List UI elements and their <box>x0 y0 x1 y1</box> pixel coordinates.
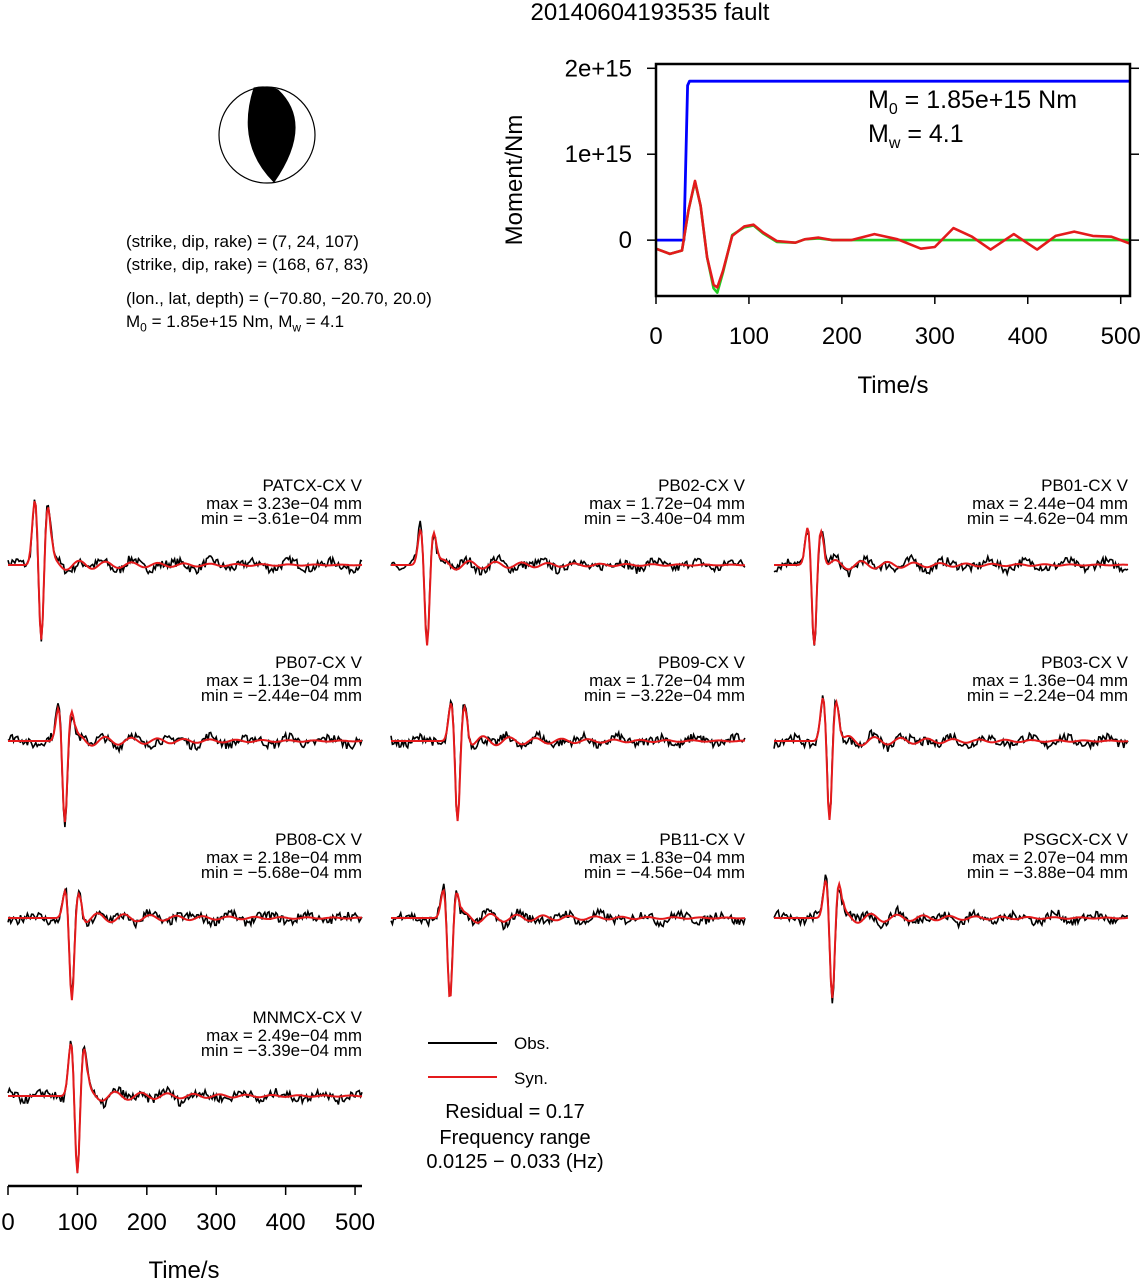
station-max: max = 1.13e−04 mm <box>206 671 362 690</box>
station-name: PB01-CX V <box>1041 476 1128 495</box>
moment-x-axis-label: Time/s <box>857 372 928 399</box>
beachball-icon <box>218 86 316 184</box>
station-max: max = 2.44e−04 mm <box>972 494 1128 513</box>
synthetic-trace <box>391 703 746 822</box>
moment-series-0 <box>656 79 1130 242</box>
station-min: min = −3.39e−04 mm <box>200 1041 362 1060</box>
page-title: 20140604193535 fault <box>530 0 770 26</box>
synthetic-trace <box>774 527 1129 646</box>
waveform-x-tick-label: 400 <box>266 1209 306 1236</box>
station-name: PB07-CX V <box>275 653 362 672</box>
station-min: min = −5.68e−04 mm <box>200 863 362 882</box>
synthetic-trace <box>8 1043 363 1173</box>
legend-syn-label: Syn. <box>514 1069 548 1088</box>
waveform-x-axis-label: Time/s <box>148 1257 219 1280</box>
station-min: min = −4.56e−04 mm <box>583 863 745 882</box>
station-min: min = −3.40e−04 mm <box>583 509 745 528</box>
station-name: PB08-CX V <box>275 830 362 849</box>
moment-x-tick-label: 200 <box>822 323 862 350</box>
moment-m0-annotation: M0 = 1.85e+15 Nm <box>868 86 1077 118</box>
station-min: min = −3.61e−04 mm <box>200 509 362 528</box>
station-min: min = −2.24e−04 mm <box>966 686 1128 705</box>
frequency-range-title: Frequency range <box>439 1127 591 1149</box>
legend-notes: Residual = 0.17 Frequency range 0.0125 −… <box>400 1100 630 1174</box>
waveform-x-tick-label: 500 <box>335 1209 375 1236</box>
station-min: min = −4.62e−04 mm <box>966 509 1128 528</box>
legend-obs-label: Obs. <box>514 1034 550 1053</box>
station-max: max = 1.72e−04 mm <box>589 494 745 513</box>
moment-x-tick-label: 300 <box>915 323 955 350</box>
moment-plot-frame <box>654 62 1132 298</box>
station-name: MNMCX-CX V <box>252 1008 362 1027</box>
moment-mw-annotation: Mw = 4.1 <box>868 120 964 152</box>
moment-x-tick-label: 500 <box>1101 323 1141 350</box>
waveform-x-tick-label: 300 <box>196 1209 236 1236</box>
observed-trace <box>390 698 746 820</box>
moment-x-tick-label: 100 <box>729 323 769 350</box>
station-name: PB11-CX V <box>659 830 745 849</box>
waveform-x-tick-label: 100 <box>57 1209 97 1236</box>
moment-chart: 0 100 200 300 400 500 0 1e+15 2e+15 Moment/Nm Ti… <box>501 55 1141 399</box>
station-max: max = 2.07e−04 mm <box>972 848 1128 867</box>
synthetic-trace <box>8 500 363 640</box>
station-name: PB03-CX V <box>1041 653 1128 672</box>
observed-trace <box>7 499 363 642</box>
station-max: max = 1.36e−04 mm <box>972 671 1128 690</box>
moment-magnitude-line: M0 = 1.85e+15 Nm, Mw = 4.1 <box>126 312 345 335</box>
station-max: max = 1.83e−04 mm <box>589 848 745 867</box>
synthetic-trace <box>391 529 745 646</box>
station-name: PB02-CX V <box>658 476 745 495</box>
moment-x-tick-label: 0 <box>649 323 662 350</box>
station-max: max = 3.23e−04 mm <box>206 494 362 513</box>
observed-trace <box>773 530 1129 646</box>
moment-y-tick-label: 1e+15 <box>565 141 632 168</box>
hypocenter-location: (lon., lat, depth) = (−70.80, −20.70, 20… <box>126 289 432 308</box>
moment-series-2 <box>655 179 1131 289</box>
moment-y-axis-label: Moment/Nm <box>501 115 528 246</box>
station-max: max = 2.18e−04 mm <box>206 848 362 867</box>
station-min: min = −3.22e−04 mm <box>583 686 745 705</box>
station-max: max = 2.49e−04 mm <box>206 1026 362 1045</box>
station-name: PSGCX-CX V <box>1023 830 1128 849</box>
nodal-plane-2: (strike, dip, rake) = (168, 67, 83) <box>126 255 369 274</box>
station-name: PATCX-CX V <box>262 476 363 495</box>
moment-y-tick-label: 2e+15 <box>565 55 632 82</box>
nodal-plane-1: (strike, dip, rake) = (7, 24, 107) <box>126 232 359 251</box>
station-min: min = −2.44e−04 mm <box>200 686 362 705</box>
station-name: PB09-CX V <box>658 653 745 672</box>
observed-trace <box>390 520 746 644</box>
station-min: min = −3.88e−04 mm <box>966 863 1128 882</box>
frequency-range-value: 0.0125 − 0.033 (Hz) <box>426 1151 604 1173</box>
synthetic-trace <box>8 887 362 1001</box>
moment-y-tick-label: 0 <box>619 227 632 254</box>
station-max: max = 1.72e−04 mm <box>589 671 745 690</box>
observed-trace <box>7 887 363 995</box>
synthetic-trace <box>774 880 1129 999</box>
moment-x-tick-label: 400 <box>1008 323 1048 350</box>
synthetic-trace <box>774 697 1129 820</box>
residual-label: Residual = 0.17 <box>445 1101 585 1123</box>
synthetic-trace <box>391 888 746 998</box>
waveform-x-tick-label: 0 <box>1 1209 14 1236</box>
observed-trace <box>7 1040 363 1174</box>
waveform-x-tick-label: 200 <box>127 1209 167 1236</box>
synthetic-trace <box>8 704 363 823</box>
